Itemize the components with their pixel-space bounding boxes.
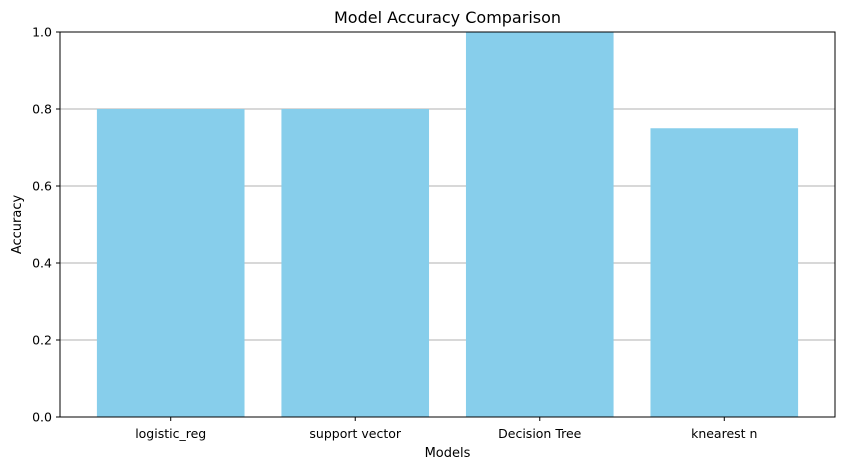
- y-tick-label: 0.4: [32, 256, 52, 271]
- chart-title: Model Accuracy Comparison: [334, 8, 561, 27]
- x-axis-label: Models: [425, 446, 471, 461]
- y-tick-label: 0.8: [32, 102, 52, 117]
- y-tick-label: 0.2: [32, 333, 52, 348]
- bar-layer: [96, 32, 799, 417]
- bar: [96, 109, 245, 417]
- y-axis-ticks: 0.0 0.2 0.4 0.6 0.8 1.0: [32, 25, 60, 425]
- y-tick-label: 0.6: [32, 179, 52, 194]
- x-tick-label: Decision Tree: [498, 426, 582, 441]
- plot-frame: [59, 31, 836, 418]
- x-tick-label: support vector: [309, 426, 401, 441]
- x-tick-label: knearest n: [691, 426, 757, 441]
- x-axis-ticks: logistic_reg support vector Decision Tree k…: [135, 417, 757, 441]
- bar: [465, 32, 614, 417]
- y-axis-label: Accuracy: [10, 195, 25, 255]
- bar: [281, 109, 430, 417]
- bar: [650, 128, 799, 417]
- y-tick-label: 0.0: [32, 410, 52, 425]
- x-tick-label: logistic_reg: [135, 426, 206, 441]
- y-tick-label: 1.0: [32, 25, 52, 40]
